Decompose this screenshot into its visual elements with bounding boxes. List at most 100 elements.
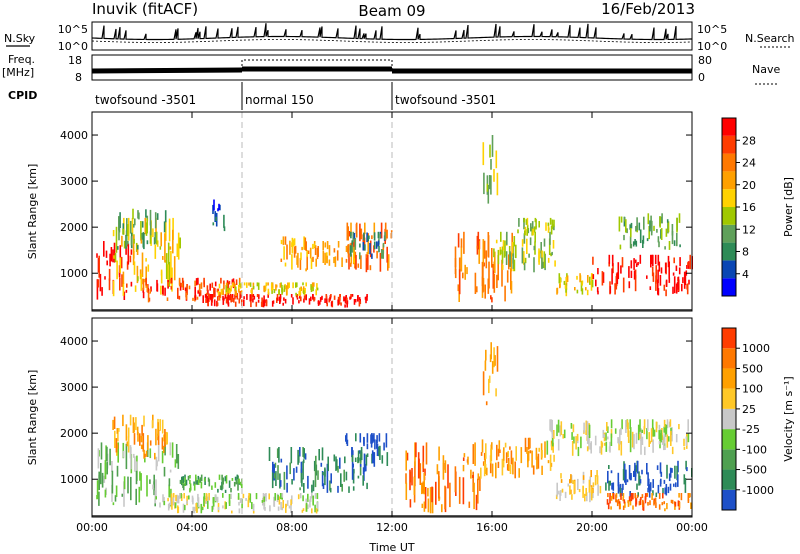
data-cell [137,431,139,442]
data-cell [126,283,128,288]
data-cell [581,288,584,295]
data-cell [227,302,230,307]
data-cell [672,286,674,294]
data-cell [203,496,205,506]
data-cell [616,500,619,507]
data-cell [494,251,496,274]
data-cell [511,242,514,257]
data-cell [638,433,641,439]
data-cell [277,296,279,301]
data-cell [478,240,480,264]
data-cell [589,492,591,503]
data-cell [311,282,314,289]
data-cell [163,466,166,477]
data-cell [614,428,617,434]
data-cell [118,224,120,241]
data-cell [518,468,520,478]
data-cell [249,282,252,287]
data-cell [127,243,130,265]
data-cell [687,493,690,502]
data-cell [414,461,416,487]
data-cell [460,246,463,272]
data-cell [154,244,157,259]
date-title: 16/Feb/2013 [601,0,695,18]
colorbar-tick-label: 16 [742,201,756,214]
data-cell [274,473,276,479]
data-cell [664,262,667,274]
x-tick-label: 20:00 [576,521,608,534]
data-cell [207,301,209,306]
data-cell [211,282,214,288]
data-cell [639,498,642,505]
data-cell [188,495,190,500]
data-cell [489,354,492,363]
data-cell [657,236,660,243]
data-cell [686,467,688,472]
data-cell [543,238,546,247]
data-cell [487,278,490,294]
data-cell [302,508,305,511]
data-cell [310,257,313,269]
data-cell [620,427,622,435]
data-cell [527,228,530,234]
data-cell [297,252,299,268]
y-axis-label: Slant Range [km] [26,164,39,260]
data-cell [326,241,329,250]
data-cell [253,295,256,300]
data-cell [207,289,209,295]
data-cell [620,441,623,456]
data-cell [683,474,686,485]
data-cell [211,294,214,298]
data-cell [567,483,570,487]
data-cell [622,469,625,481]
data-cell [630,222,633,229]
data-cell [686,265,688,269]
data-cell [577,446,580,457]
data-cell [299,288,302,296]
data-cell [553,225,555,231]
data-cell [668,241,671,250]
data-cell [243,299,245,307]
data-cell [117,442,119,463]
data-cell [351,454,354,462]
data-cell [282,236,285,246]
data-cell [222,295,224,301]
data-cell [314,468,317,488]
data-cell [494,355,496,366]
data-cell [353,232,356,240]
data-cell [284,262,287,267]
data-cell [486,467,488,476]
data-cell [364,296,367,300]
data-cell [252,505,255,511]
data-cell [212,497,215,504]
colorbar-swatch [722,207,736,225]
data-cell [632,493,634,500]
data-cell [657,484,660,494]
data-cell [256,282,259,287]
data-cell [409,499,412,508]
data-cell [637,492,639,497]
data-cell [664,424,667,437]
data-cell [243,282,246,286]
data-cell [619,429,621,445]
colorbar-swatch [722,242,736,261]
data-cell [181,277,184,284]
data-cell [477,478,479,504]
data-cell [122,414,124,427]
data-cell [317,300,320,306]
data-cell [421,482,423,495]
colorbar-swatch [722,189,736,207]
data-cell [570,474,572,483]
data-cell [349,296,352,300]
data-cell [167,504,170,511]
data-cell [371,450,374,464]
data-cell [365,254,368,273]
data-cell [162,445,165,454]
data-cell [647,213,650,225]
data-cell [333,248,336,253]
data-cell [136,265,139,284]
data-cell [664,445,666,450]
data-cell [295,292,297,296]
data-cell [141,424,143,436]
